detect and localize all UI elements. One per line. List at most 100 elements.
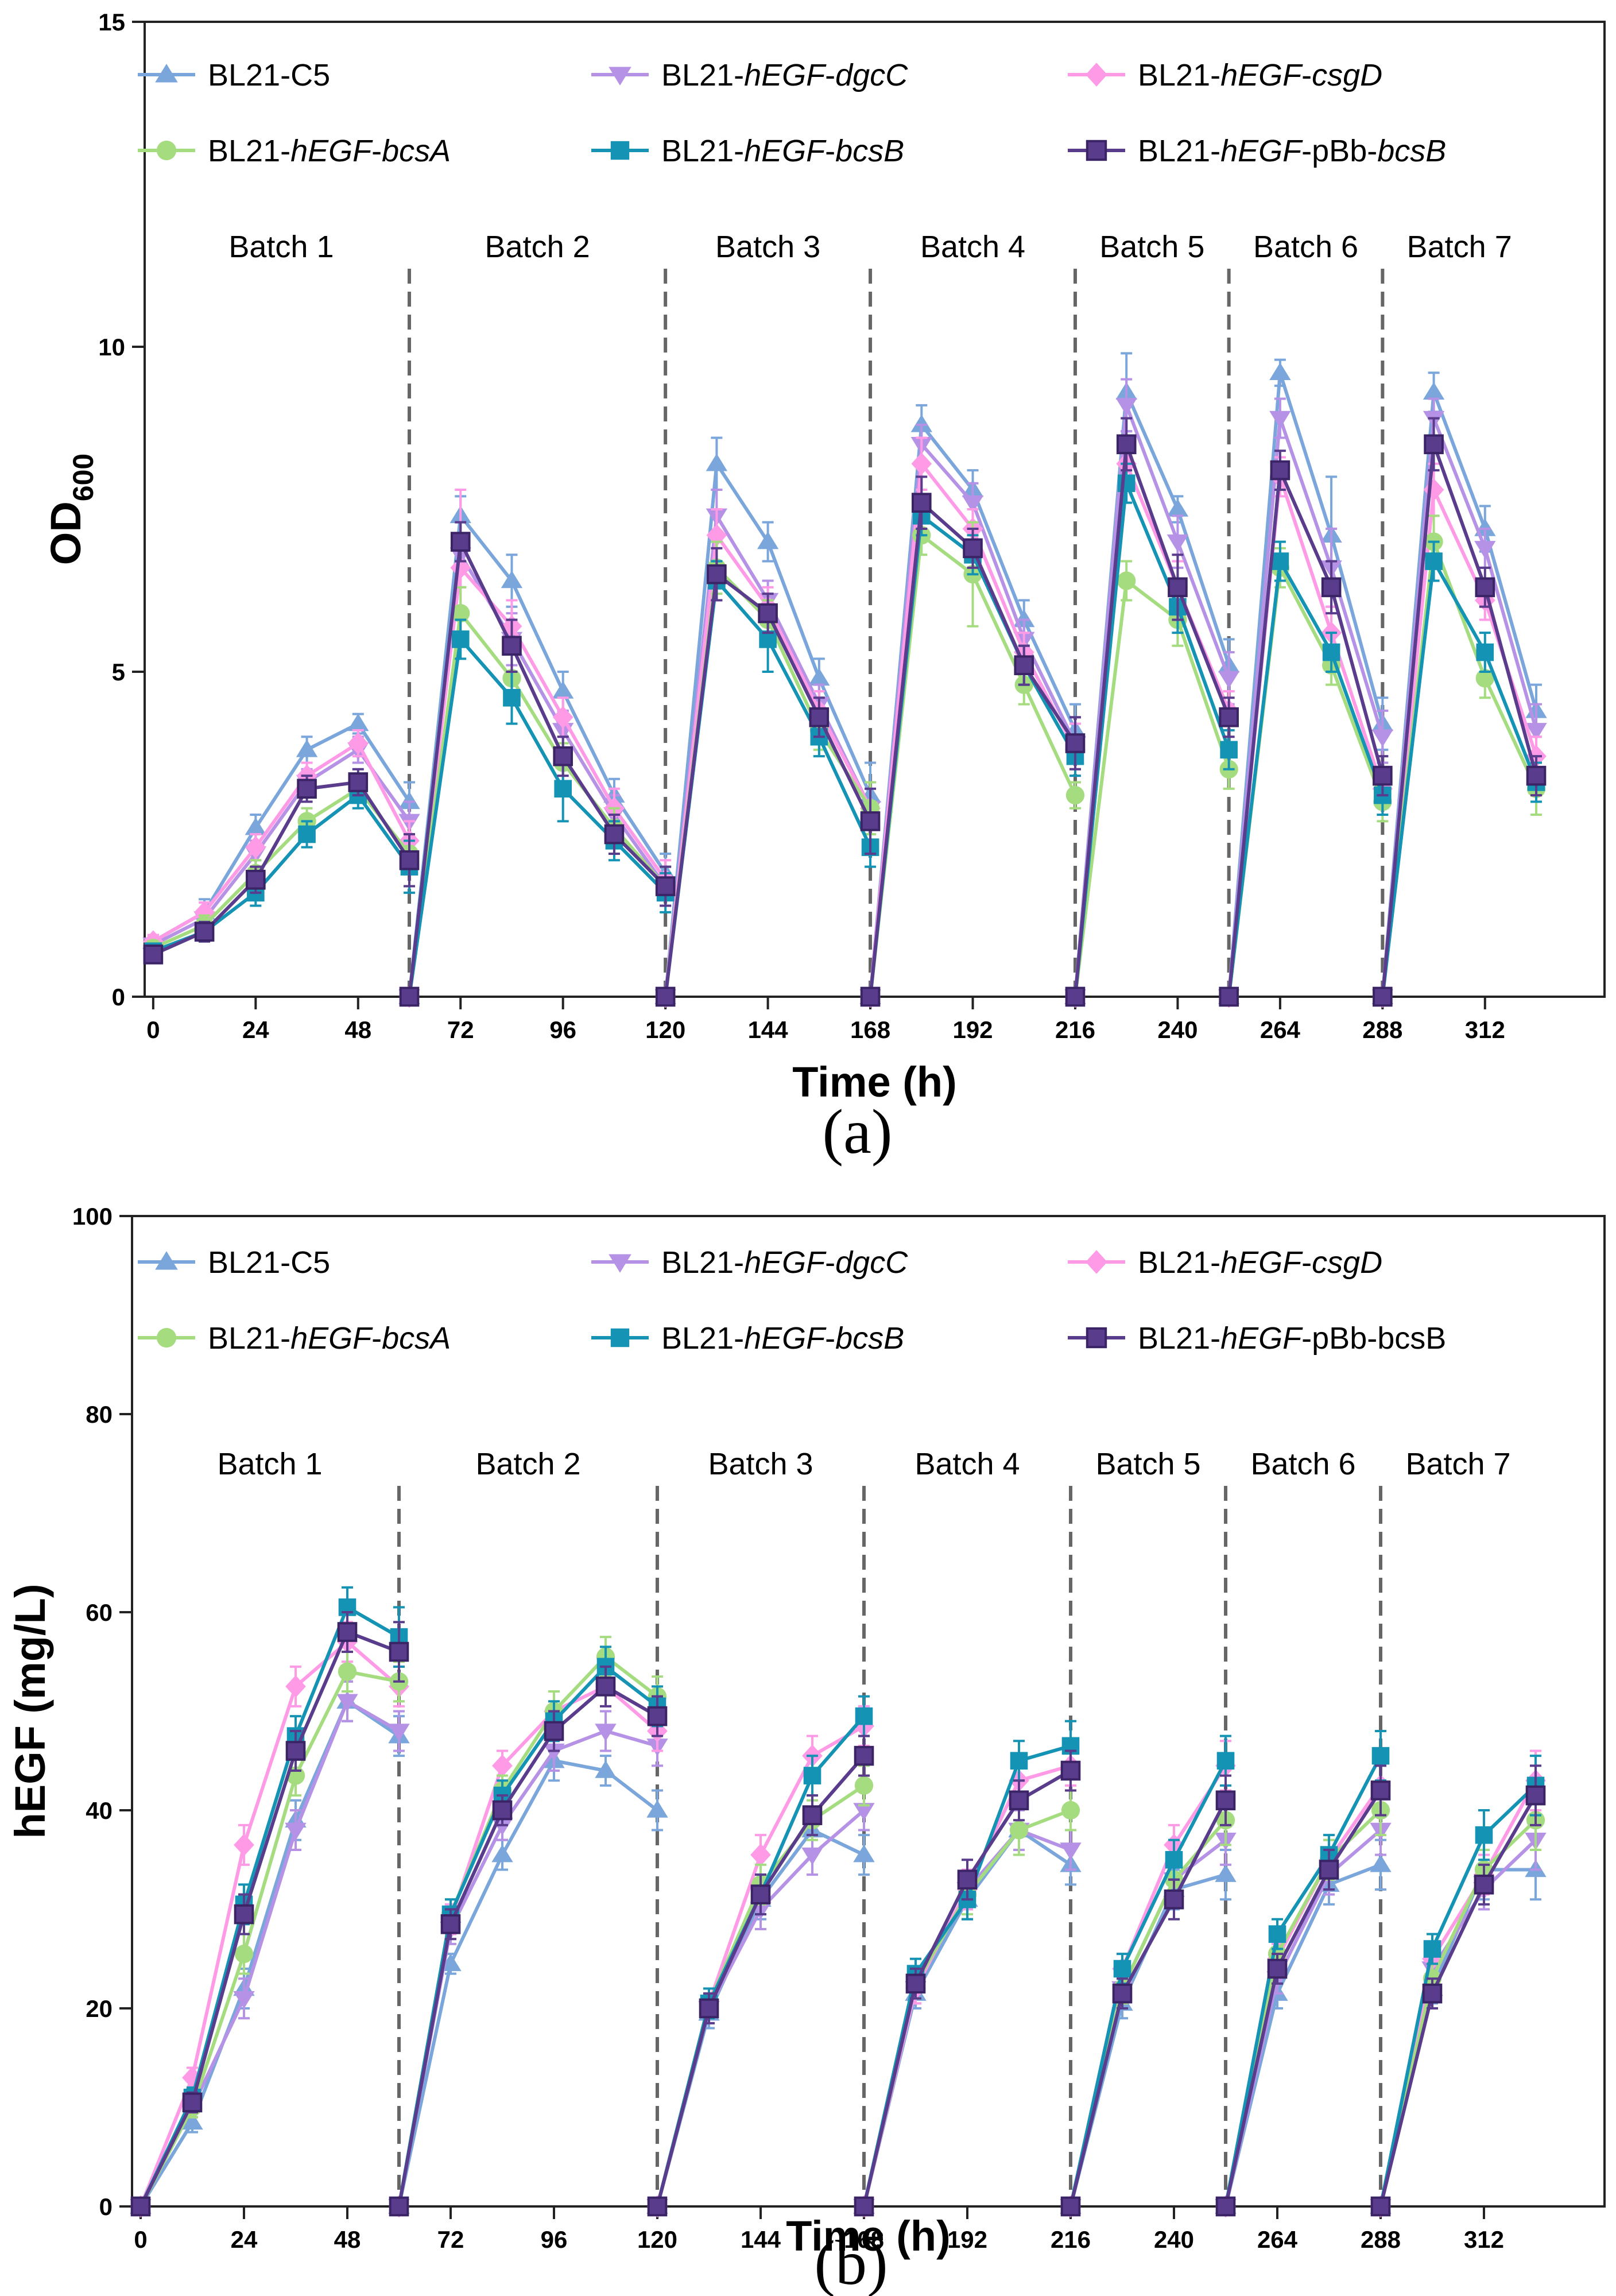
series-bl21-hegf-dgcc [142,378,1547,1007]
y-tick-label: 0 [112,984,125,1010]
data-point [1371,729,1394,748]
data-point [552,706,573,729]
series-line [408,540,667,997]
data-point [1065,785,1085,805]
data-point [962,495,984,513]
series-line [1224,1755,1382,2207]
legend-marker [609,67,631,86]
data-point [347,713,369,731]
data-point [336,1694,358,1712]
batch-label: Batch 5 [1099,230,1204,264]
data-point [1113,1960,1131,1978]
series-line [1227,416,1385,997]
data-point [503,688,521,707]
batch-label: Batch 3 [708,1447,813,1481]
data-point [1322,643,1340,661]
data-point [234,1833,254,1856]
data-point [1270,460,1291,481]
data-point [1373,986,1393,1007]
data-point [181,2112,203,2130]
data-point [338,1662,357,1681]
x-tick-label: 312 [1464,2226,1504,2253]
legend-label-part: hEGF [1220,1245,1303,1280]
legend-label-part: hEGF [744,134,827,168]
legend-item: BL21-hEGF-csgD [1068,58,1382,92]
x-tick-label: 192 [952,1016,993,1043]
data-point [1476,643,1494,661]
data-point [1014,655,1034,675]
series-line [1073,390,1231,997]
data-point [502,636,522,656]
legend-label-part: - [371,1321,382,1356]
data-point [543,1743,565,1761]
series-line [1224,1809,1382,2207]
y-axis-label: hEGF (mg/L) [6,1584,54,1839]
batch-label: Batch 6 [1253,230,1358,264]
legend-marker [1086,63,1107,87]
y-tick-label: 100 [72,1203,113,1230]
legend-label-part: hEGF [1220,1321,1303,1356]
x-tick-label: 0 [134,2226,147,2253]
y-tick-label: 40 [86,1797,113,1824]
x-tick-label: 120 [637,2226,677,2253]
series-line [1069,1760,1227,2207]
legend-item: BL21-hEGF-dgcC [591,1245,908,1280]
series-bl21-hegf-pbb-bcsb [130,1611,1546,2217]
data-point [1373,765,1393,786]
data-point [758,603,778,624]
data-point [389,1641,409,1662]
chart-panel-b: 0 24 48 72 96 120 144 168 192 216 240 264 288 312 0 20 4… [6,1203,1606,2296]
legend-label-part: -pBb- [1301,134,1377,168]
data-point [1525,723,1547,741]
x-axis-label: Time (h) [786,2212,950,2260]
series-line [1227,559,1385,997]
series-line [1224,1829,1382,2207]
legend-label-part: bcsA [382,1321,451,1356]
data-point [552,681,574,699]
data-point [1474,541,1496,559]
legend-marker [609,1254,631,1273]
data-point [1422,1983,1443,2004]
data-point [1065,986,1086,1007]
series-line [1224,1789,1382,2207]
data-point [130,2196,151,2217]
data-point [1423,382,1445,400]
data-point [1370,2196,1391,2217]
data-point [706,453,728,471]
x-tick-label: 120 [645,1016,685,1043]
data-point [1271,552,1289,570]
legend-label-part: dgcC [835,58,908,92]
legend-label: BL21-hEGF-bcsB [661,134,904,168]
x-tick-label: 264 [1260,1016,1301,1043]
x-tick-label: 192 [947,2226,987,2253]
batch-label: Batch 2 [485,230,590,264]
data-point [234,1904,254,1925]
data-point [860,986,881,1007]
y-axis-label-main: OD [42,501,90,565]
data-point [1115,398,1137,416]
legend-item: BL21-C5 [138,1245,330,1280]
x-tick-label: 264 [1257,2226,1298,2253]
data-point [1060,2196,1081,2217]
data-point [647,2196,668,2217]
data-point [1215,1790,1236,1811]
data-point [501,570,523,588]
x-tick-label: 288 [1361,2226,1401,2253]
legend-label: BL21-hEGF-pBb-bcsB [1138,134,1446,168]
data-point [855,1707,873,1725]
legend-label: BL21-hEGF-bcsA [208,1321,451,1356]
legend-label: BL21-hEGF-csgD [1138,58,1382,92]
legend-label-part: hEGF [290,134,373,168]
series-line [1069,1764,1227,2207]
legend-label-part: bcsA [382,134,451,168]
data-point [706,524,727,547]
data-point [854,1745,874,1766]
batch-label: Batch 4 [914,1447,1020,1481]
data-point [399,986,420,1007]
legend-label-part: BL21-C5 [208,58,330,92]
data-point [347,731,369,755]
x-tick-label: 312 [1465,1016,1505,1043]
x-axis-label: Time (h) [792,1058,956,1106]
legend-label-part: BL21- [661,134,744,168]
data-point [854,1776,874,1795]
